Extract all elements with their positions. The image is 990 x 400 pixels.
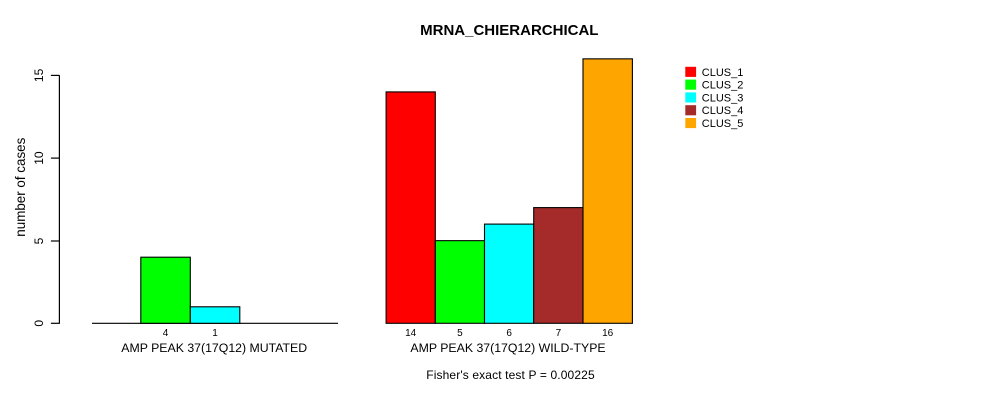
svg-text:16: 16 [602, 328, 614, 339]
svg-text:AMP PEAK 37(17Q12) MUTATED: AMP PEAK 37(17Q12) MUTATED [121, 341, 307, 355]
svg-text:CLUS_3: CLUS_3 [702, 93, 744, 105]
svg-text:14: 14 [405, 328, 417, 339]
svg-text:number of cases: number of cases [13, 137, 28, 236]
svg-text:15: 15 [32, 68, 46, 82]
svg-text:CLUS_2: CLUS_2 [702, 80, 744, 92]
svg-text:1: 1 [212, 328, 218, 339]
svg-text:4: 4 [163, 328, 169, 339]
svg-text:7: 7 [556, 328, 562, 339]
svg-text:CLUS_5: CLUS_5 [702, 118, 744, 130]
svg-text:CLUS_1: CLUS_1 [702, 67, 744, 79]
svg-text:MRNA_CHIERARCHICAL: MRNA_CHIERARCHICAL [420, 22, 598, 39]
svg-text:AMP PEAK 37(17Q12) WILD-TYPE: AMP PEAK 37(17Q12) WILD-TYPE [410, 341, 605, 355]
svg-text:0: 0 [32, 320, 46, 327]
svg-text:5: 5 [457, 328, 463, 339]
svg-text:CLUS_4: CLUS_4 [702, 105, 744, 117]
svg-text:5: 5 [32, 237, 46, 244]
svg-text:6: 6 [506, 328, 512, 339]
svg-text:Fisher's exact test P = 0.0022: Fisher's exact test P = 0.00225 [426, 368, 595, 382]
svg-text:10: 10 [32, 151, 46, 165]
